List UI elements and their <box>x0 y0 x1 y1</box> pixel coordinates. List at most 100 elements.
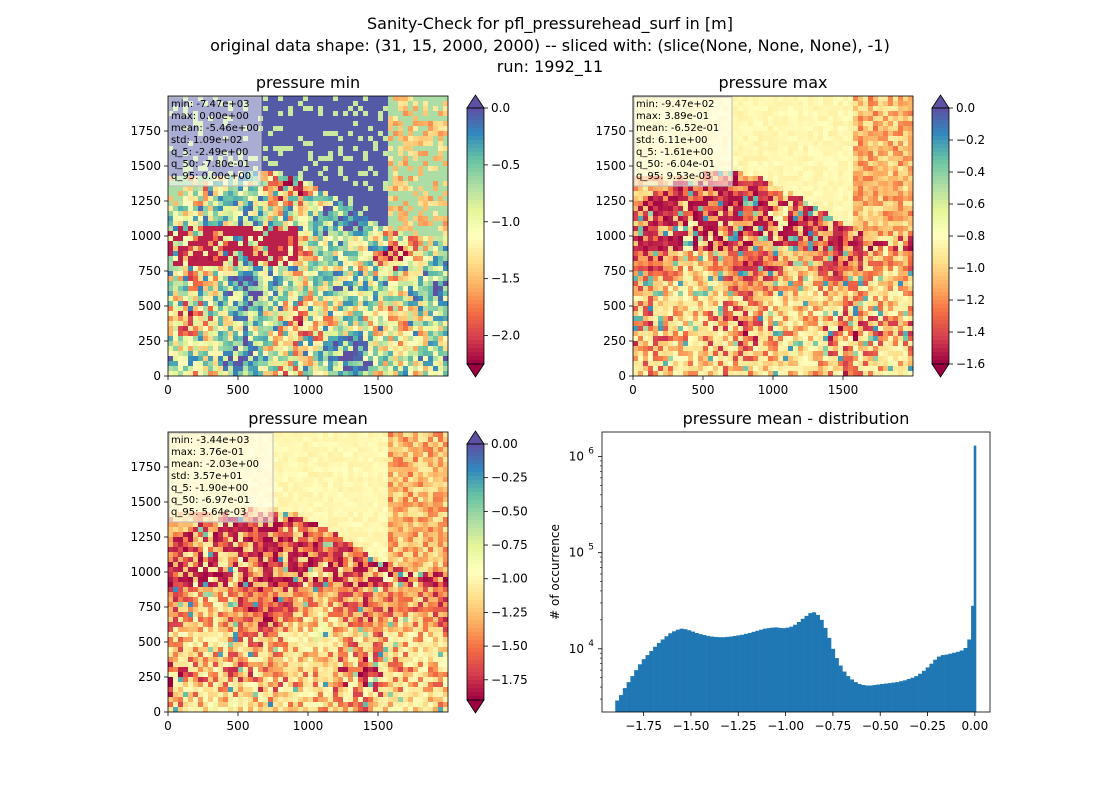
histogram-bar <box>849 679 855 712</box>
x-tick-label: 0 <box>629 383 637 397</box>
y-tick-label: 1250 <box>130 530 161 544</box>
histogram-bar <box>967 639 972 712</box>
histogram-bar <box>940 655 945 712</box>
x-tick-label: 500 <box>692 383 715 397</box>
histogram-bar <box>781 628 786 712</box>
histogram-bar <box>884 683 889 712</box>
y-tick-label: 1500 <box>130 495 161 509</box>
histogram-bar <box>679 628 684 712</box>
figure-title-line-2: original data shape: (31, 15, 2000, 2000… <box>210 36 890 55</box>
colorbar-tick-label: −0.25 <box>491 471 528 485</box>
x-tick-label: 1000 <box>758 383 789 397</box>
histogram-bar <box>785 627 790 712</box>
histogram-bar <box>759 629 764 712</box>
histogram-bar <box>641 659 646 712</box>
histogram-bar <box>725 636 730 712</box>
map-panel-3: pressure mean 0 500 1000 1500 0 250 500 750 1000 1… <box>130 409 527 733</box>
colorbar-tick-label: −0.6 <box>956 197 985 211</box>
histogram-bar <box>929 663 934 712</box>
stats-box <box>168 96 262 187</box>
histogram-bar <box>615 700 620 712</box>
y-tick-label: 1750 <box>130 460 161 474</box>
y-tick-label: 750 <box>138 600 161 614</box>
y-tick-label: 10 <box>569 642 584 656</box>
map-title: pressure mean <box>248 409 368 428</box>
stats-box <box>168 432 274 523</box>
histogram-bar <box>827 637 832 712</box>
stats-line: std: 1.09e+02 <box>171 135 243 146</box>
x-tick-label: 500 <box>227 383 250 397</box>
histogram-bar <box>800 618 805 712</box>
histogram-bar <box>645 655 650 712</box>
colorbar-extend-top <box>466 94 485 109</box>
histogram-bar <box>774 627 779 712</box>
histogram-bar <box>690 631 696 712</box>
histogram-bar <box>937 656 942 712</box>
histogram-bar <box>622 688 627 712</box>
histogram-bar <box>743 633 749 712</box>
histogram-bar <box>933 659 938 712</box>
histogram-bar <box>721 637 726 712</box>
y-tick-label: 250 <box>603 334 626 348</box>
x-tick-label: −1.75 <box>625 719 662 733</box>
histogram-bar <box>683 629 688 712</box>
y-tick-label: 0 <box>618 369 626 383</box>
histogram-bar <box>834 658 839 712</box>
y-tick-label: 1750 <box>595 124 626 138</box>
histogram-panel: pressure mean - distribution −1.75 −1.50 −1… <box>548 409 991 733</box>
histogram-bar <box>698 634 703 712</box>
histogram-bar <box>660 639 665 712</box>
x-tick-label: −1.25 <box>720 719 757 733</box>
y-tick-label: 0 <box>153 705 161 719</box>
y-tick-label: 1000 <box>130 565 161 579</box>
histogram-bar <box>766 628 771 712</box>
colorbar: 0.0 −0.5 −1.0 −1.5 −2.0 <box>466 94 520 378</box>
colorbar-extend-top <box>931 94 950 109</box>
stats-line: mean: -5.46e+00 <box>171 123 259 134</box>
x-tick-label: −1.00 <box>767 719 804 733</box>
histogram-bar <box>653 646 658 712</box>
y-tick-label: 1500 <box>595 159 626 173</box>
histogram-bar <box>921 670 926 712</box>
stats-line: min: -7.47e+03 <box>171 99 250 110</box>
histogram-bar <box>770 627 775 712</box>
colorbar-frame <box>466 107 485 365</box>
histogram-bar <box>861 685 866 712</box>
y-tick-label: 500 <box>603 299 626 313</box>
stats-line: q_5: -1.90e+00 <box>171 483 248 494</box>
histogram-bar <box>944 654 949 712</box>
stats-line: mean: -6.52e-01 <box>636 123 719 134</box>
colorbar-extend-bottom <box>931 363 950 378</box>
stats-box <box>633 96 733 187</box>
colorbar-tick-label: −0.50 <box>491 504 528 518</box>
x-tick-label: 0 <box>164 383 172 397</box>
histogram-bar <box>687 630 692 712</box>
y-tick-label: 500 <box>138 299 161 313</box>
stats-line: max: 3.89e-01 <box>636 111 709 122</box>
histogram-bar <box>751 631 756 712</box>
y-tick-label: 750 <box>603 264 626 278</box>
colorbar-tick-label: −1.0 <box>491 215 520 229</box>
histogram-bar <box>668 633 673 712</box>
y-tick-label: 10 <box>569 546 584 560</box>
histogram-bar <box>736 635 741 712</box>
histogram-bar <box>925 667 930 712</box>
colorbar-tick-label: −1.2 <box>956 293 985 307</box>
y-tick-label: 250 <box>138 334 161 348</box>
colorbar-tick-label: −0.75 <box>491 538 528 552</box>
y-tick-label: 1250 <box>130 194 161 208</box>
histogram-bar <box>906 678 911 712</box>
colorbar-tick-label: −2.0 <box>491 329 520 343</box>
stats-line: max: 3.76e-01 <box>171 447 244 458</box>
colorbar-tick-label: −1.6 <box>956 357 985 371</box>
colorbar-tick-label: −1.5 <box>491 272 520 286</box>
map-image <box>168 432 449 713</box>
colorbar: 0.0 −0.2 −0.4 −0.6 −0.8 −1.0 −1.2 −1.4 −1.6 <box>931 94 985 378</box>
histogram-bar <box>823 627 828 712</box>
histogram-bar <box>973 445 977 712</box>
histogram-bar <box>793 624 798 712</box>
colorbar-tick-label: −0.4 <box>956 165 985 179</box>
colorbar-tick-label: 0.00 <box>491 437 518 451</box>
histogram-bar <box>819 619 824 712</box>
